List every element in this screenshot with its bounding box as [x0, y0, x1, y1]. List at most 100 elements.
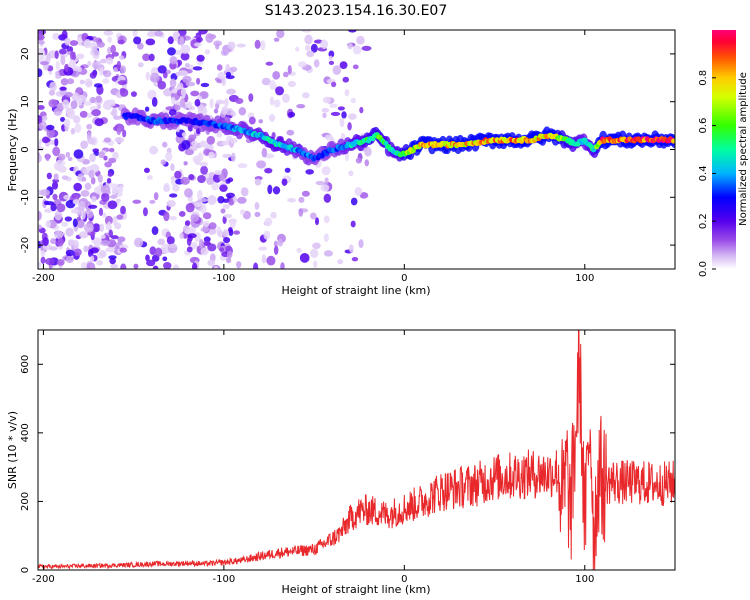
heatmap-noise-cell: [148, 53, 155, 62]
heatmap-noise-cell: [225, 178, 231, 184]
heatmap-noise-cell: [206, 177, 215, 185]
heatmap-noise-cell: [65, 151, 71, 158]
heatmap-noise-cell: [204, 49, 211, 55]
heatmap-noise-cell: [312, 242, 321, 250]
x-tick-label: -100: [213, 574, 236, 585]
heatmap-noise-cell: [223, 213, 233, 219]
heatmap-noise-cell: [173, 264, 180, 269]
heatmap-noise-cell: [272, 186, 281, 195]
heatmap-noise-cell: [38, 30, 47, 35]
heatmap-noise-cell: [301, 30, 312, 33]
heatmap-noise-cell: [208, 200, 215, 206]
heatmap-noise-cell: [298, 196, 305, 203]
y-tick-label: 0: [20, 567, 31, 573]
heatmap-noise-cell: [51, 181, 59, 190]
heatmap-noise-cell: [269, 113, 276, 122]
heatmap-noise-cell: [109, 194, 118, 199]
heatmap-noise-cell: [107, 36, 113, 43]
heatmap-noise-cell: [98, 207, 104, 217]
heatmap-noise-cell: [198, 161, 208, 167]
heatmap-noise-cell: [222, 229, 229, 238]
y-tick-label: 400: [20, 423, 31, 442]
heatmap-noise-cell: [194, 202, 202, 208]
heatmap-noise-cell: [190, 90, 200, 97]
heatmap-noise-cell: [211, 182, 219, 191]
heatmap-noise-cell: [254, 211, 261, 217]
heatmap-noise-cell: [45, 220, 51, 228]
heatmap-noise-cell: [180, 176, 190, 185]
heatmap-noise-cell: [60, 117, 66, 122]
heatmap-noise-cell: [175, 71, 182, 77]
heatmap-noise-cell: [64, 37, 71, 46]
heatmap-noise-cell: [332, 65, 342, 76]
heatmap-noise-cell: [313, 260, 318, 268]
heatmap-noise-cell: [43, 208, 54, 213]
colorbar-label: Normalized spectral amplitude: [738, 72, 749, 226]
heatmap-noise-cell: [74, 123, 82, 133]
heatmap-noise-cell: [90, 176, 96, 185]
heatmap-noise-cell: [38, 224, 43, 230]
heatmap-noise-cell: [53, 173, 59, 181]
heatmap-noise-cell: [328, 55, 333, 61]
heatmap-noise-cell: [94, 118, 104, 127]
heatmap-noise-cell: [315, 180, 326, 186]
heatmap-noise-cell: [226, 250, 233, 259]
heatmap-noise-cell: [265, 61, 274, 66]
heatmap-noise-cell: [84, 182, 92, 191]
heatmap-noise-cell: [132, 30, 138, 38]
heatmap-noise-cell: [197, 189, 203, 200]
heatmap-noise-cell: [62, 99, 70, 110]
heatmap-noise-cell: [162, 141, 168, 148]
heatmap-noise-cell: [280, 262, 285, 269]
spectrogram-x-ticks: -200 -100 0 100: [32, 30, 594, 284]
heatmap-noise-cell: [96, 41, 105, 48]
heatmap-noise-cell: [248, 116, 256, 125]
y-tick-label: 200: [20, 492, 31, 511]
heatmap-noise-cell: [59, 86, 67, 91]
heatmap-noise-cell: [80, 261, 88, 269]
heatmap-noise-cell: [104, 215, 113, 225]
heatmap-noise-cell: [54, 138, 59, 147]
heatmap-noise-cell: [167, 47, 176, 56]
heatmap-noise-cell: [40, 249, 46, 257]
heatmap-noise-cell: [77, 66, 82, 73]
heatmap-noise-cell: [206, 135, 216, 145]
spectrogram-x-label: Height of straight line (km): [281, 284, 430, 297]
heatmap-noise-cell: [348, 170, 354, 177]
y-tick-label: 20: [20, 48, 31, 61]
heatmap-noise-cell: [350, 97, 356, 104]
heatmap-noise-cell: [149, 246, 157, 255]
heatmap-noise-cell: [121, 84, 127, 89]
heatmap-noise-cell: [145, 71, 151, 81]
heatmap-noise-cell: [100, 234, 106, 239]
heatmap-noise-cell: [100, 239, 111, 246]
heatmap-noise-cell: [217, 229, 224, 238]
x-tick-label: 0: [401, 574, 407, 585]
heatmap-noise-cell: [65, 255, 74, 264]
heatmap-noise-cell: [296, 247, 302, 254]
heatmap-noise-cell: [50, 238, 57, 245]
heatmap-noise-cell: [170, 163, 175, 171]
heatmap-noise-cell: [180, 52, 190, 61]
heatmap-noise-cell: [282, 71, 289, 78]
heatmap-noise-cell: [185, 220, 191, 226]
heatmap-noise-cell: [229, 220, 236, 229]
heatmap-noise-cell: [179, 36, 185, 47]
heatmap-noise-cell: [111, 107, 118, 118]
heatmap-noise-cell: [108, 229, 113, 238]
heatmap-noise-cell: [144, 106, 150, 112]
heatmap-noise-cell: [92, 223, 101, 233]
heatmap-noise-cell: [67, 156, 73, 162]
heatmap-noise-cell: [352, 45, 362, 55]
heatmap-noise-cell: [194, 98, 201, 107]
heatmap-noise-cell: [237, 196, 247, 204]
heatmap-noise-cell: [83, 223, 94, 233]
heatmap-noise-cell: [105, 57, 114, 65]
heatmap-noise-cell: [40, 256, 46, 264]
x-tick-label: -200: [32, 574, 55, 585]
heatmap-noise-cell: [101, 192, 110, 202]
heatmap-noise-cell: [167, 36, 174, 45]
heatmap-noise-cell: [347, 30, 357, 33]
heatmap-noise-cell: [254, 202, 260, 210]
heatmap-noise-cell: [192, 155, 202, 164]
